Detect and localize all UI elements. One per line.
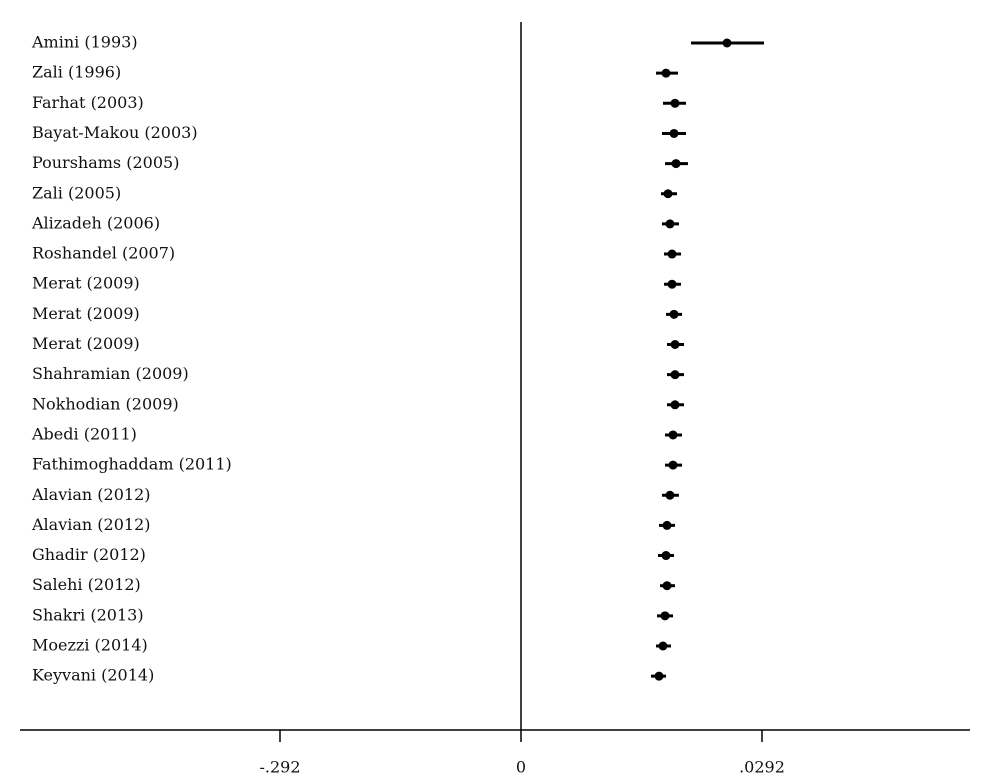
study-label: Moezzi (2014) <box>32 636 148 655</box>
study-label: Fathimoghaddam (2011) <box>32 455 232 474</box>
point-estimate <box>667 279 677 289</box>
point-estimate <box>671 159 681 169</box>
study-label: Alizadeh (2006) <box>31 213 160 232</box>
x-tick-label: 0 <box>516 758 526 776</box>
study-label: Shahramian (2009) <box>32 364 189 383</box>
point-estimate <box>663 189 673 199</box>
study-label: Zali (2005) <box>32 183 121 202</box>
point-estimate <box>722 38 732 48</box>
study-label: Merat (2009) <box>32 334 140 353</box>
study-label: Shakri (2013) <box>32 605 144 624</box>
point-estimate <box>670 370 680 380</box>
study-label: Merat (2009) <box>32 304 140 323</box>
point-estimate <box>658 641 668 651</box>
point-estimate <box>667 249 677 259</box>
point-estimate <box>669 128 679 138</box>
point-estimate <box>670 340 680 349</box>
point-estimate <box>665 490 675 500</box>
point-estimate <box>661 551 671 561</box>
point-estimate <box>660 611 670 621</box>
study-label: Bayat-Makou (2003) <box>32 123 198 142</box>
study-label: Ghadir (2012) <box>32 545 146 564</box>
point-estimate <box>665 219 675 229</box>
study-label: Alavian (2012) <box>31 485 151 504</box>
study-label: Merat (2009) <box>32 274 140 293</box>
study-label: Salehi (2012) <box>32 575 141 594</box>
study-label: Alavian (2012) <box>31 515 151 534</box>
point-estimate <box>670 98 680 108</box>
study-label: Amini (1993) <box>31 33 138 52</box>
point-estimate <box>662 520 672 530</box>
point-estimate <box>662 581 672 591</box>
point-estimate <box>668 430 678 440</box>
study-label: Roshandel (2007) <box>32 244 175 263</box>
study-label: Nokhodian (2009) <box>32 394 179 413</box>
point-estimate <box>654 671 664 681</box>
study-label: Keyvani (2014) <box>32 666 154 685</box>
x-tick-label: .0292 <box>739 758 785 776</box>
point-estimate <box>661 68 671 78</box>
point-estimate <box>669 309 679 319</box>
study-label: Zali (1996) <box>32 63 121 82</box>
x-tick-label: -.292 <box>259 758 300 776</box>
study-label: Abedi (2011) <box>31 424 137 443</box>
study-label: Pourshams (2005) <box>32 153 179 172</box>
point-estimate <box>668 460 678 470</box>
point-estimate <box>670 400 680 410</box>
study-label: Farhat (2003) <box>32 93 144 112</box>
